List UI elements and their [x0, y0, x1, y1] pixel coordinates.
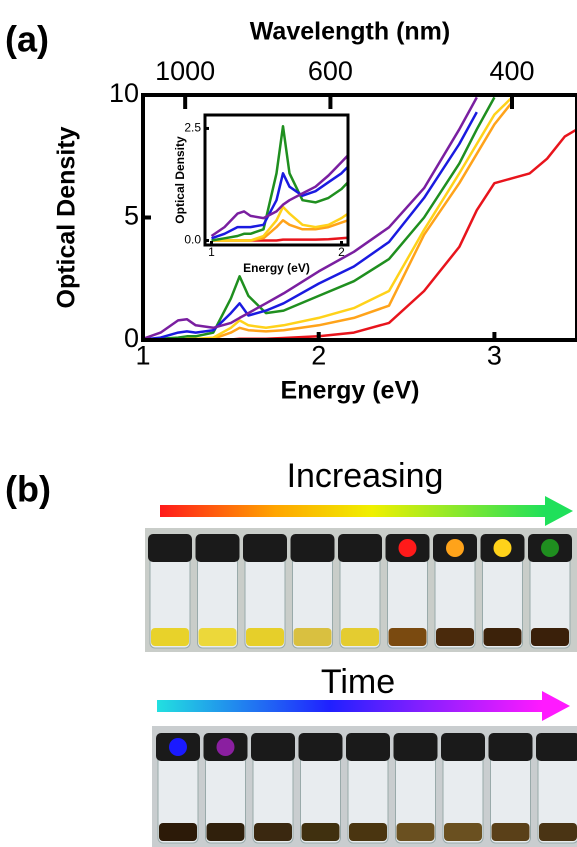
y-axis-title: Optical Density [173, 136, 187, 224]
vial-liquid [397, 823, 435, 841]
arrow [160, 505, 545, 517]
arrow-head [542, 691, 570, 721]
x2-tick-label: 600 [308, 56, 353, 86]
photo [145, 528, 577, 652]
vial-liquid [492, 823, 530, 841]
vial-liquid [349, 823, 387, 841]
vial-liquid [159, 823, 197, 841]
vial-cap [441, 733, 485, 761]
vial-liquid [302, 823, 340, 841]
color-dot [399, 539, 417, 557]
vial-liquid [199, 628, 237, 646]
y-tick-label: 5 [124, 201, 139, 231]
vial-cap [346, 733, 390, 761]
y-tick-label: 0.0 [184, 233, 201, 247]
panel-label: (a) [5, 19, 49, 60]
y-axis-title: Optical Density [53, 126, 81, 308]
vial-liquid [531, 628, 569, 646]
x2-tick-label: 400 [489, 56, 534, 86]
photo [152, 726, 577, 847]
caption: Time [321, 663, 395, 701]
vial-cap [394, 733, 438, 761]
panel-label: (b) [5, 469, 51, 510]
x-tick-label: 3 [487, 341, 502, 371]
vial-cap [536, 733, 577, 761]
vial-cap [338, 534, 382, 562]
vial-liquid [539, 823, 577, 841]
vial-liquid [254, 823, 292, 841]
caption: Increasing [287, 457, 444, 495]
arrow-head [545, 496, 573, 526]
y-tick-label: 2.5 [184, 121, 201, 135]
vial-cap [291, 534, 335, 562]
x-tick-label: 2 [338, 245, 345, 259]
color-dot [541, 539, 559, 557]
x2-axis-title: Wavelength (nm) [250, 18, 450, 46]
vial-cap [243, 534, 287, 562]
vial-cap [196, 534, 240, 562]
page: (a) (b) Increasing Time 1 2 3 0 5 10 1000 600 40… [0, 0, 577, 847]
vial-liquid [484, 628, 522, 646]
vial-liquid [389, 628, 427, 646]
vial-liquid [341, 628, 379, 646]
vial-liquid [207, 823, 245, 841]
vial-cap [299, 733, 343, 761]
vial-liquid [436, 628, 474, 646]
vial-liquid [151, 628, 189, 646]
color-dot [494, 539, 512, 557]
color-dot [446, 539, 464, 557]
figure: (a) (b) Increasing Time 1 2 3 0 5 10 1000 600 40… [0, 0, 577, 847]
y-tick-label: 10 [109, 78, 139, 108]
vial-liquid [444, 823, 482, 841]
vial-cap [489, 733, 533, 761]
vial-cap [251, 733, 295, 761]
x-tick-label: 2 [311, 341, 326, 371]
x-axis-title: Energy (eV) [243, 261, 310, 275]
arrow [157, 700, 542, 712]
x-tick-label: 1 [208, 245, 215, 259]
x-axis-title: Energy (eV) [281, 377, 420, 405]
color-dot [217, 738, 235, 756]
x2-tick-label: 1000 [155, 56, 215, 86]
vial-liquid [246, 628, 284, 646]
color-dot [169, 738, 187, 756]
y-tick-label: 0 [124, 323, 139, 353]
vial-liquid [294, 628, 332, 646]
vial-cap [148, 534, 192, 562]
